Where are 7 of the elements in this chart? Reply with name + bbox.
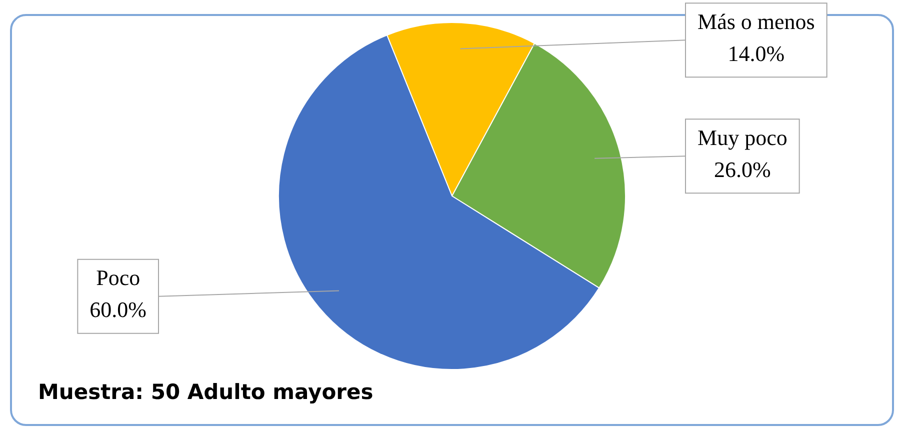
data-label: 60.0% [90, 297, 146, 322]
text: Muestra: 50 Adulto mayores [38, 380, 374, 404]
slice-label: Muy poco [698, 124, 788, 150]
data-label: 14.0% [728, 40, 785, 66]
slice-label: Poco [96, 265, 140, 290]
data-label: 26.0% [714, 156, 771, 182]
slice-label: Más o menos [698, 8, 815, 34]
